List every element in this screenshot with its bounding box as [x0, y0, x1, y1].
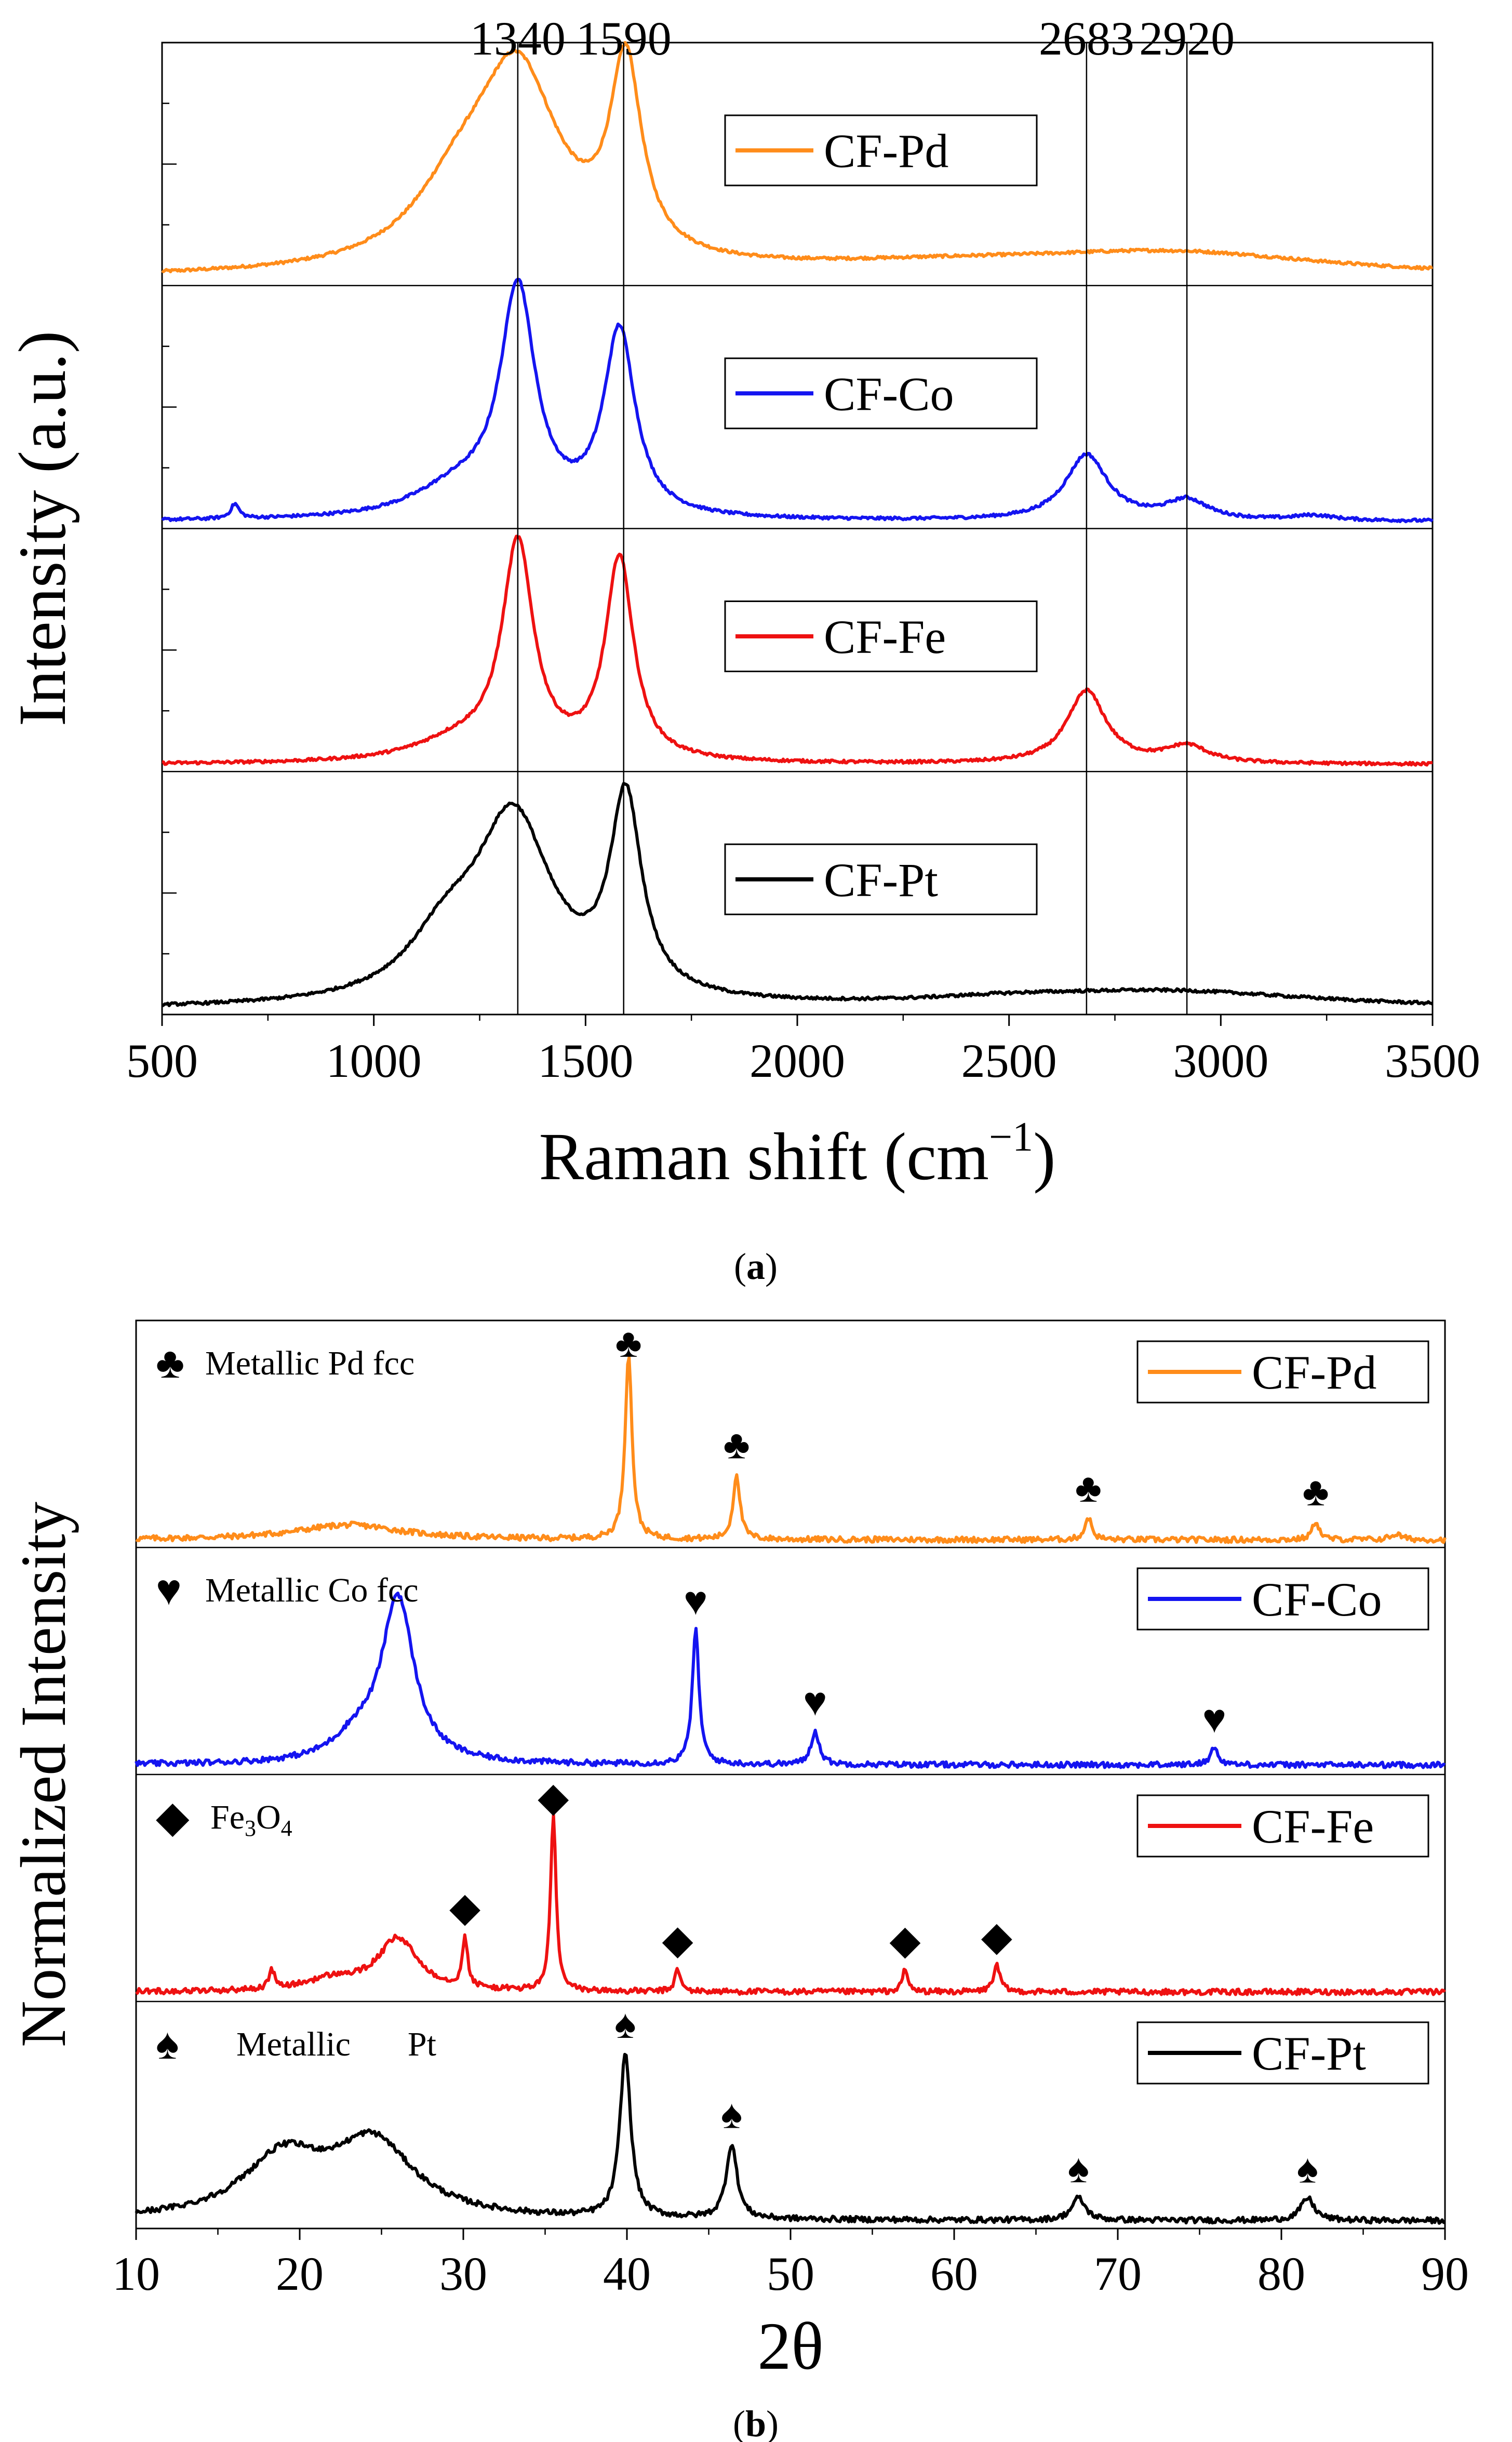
legend-label: CF-Fe [1252, 1800, 1374, 1853]
legend-label: CF-Co [1252, 1573, 1382, 1626]
x-tick-label: 60 [930, 2247, 978, 2300]
legend-label: CF-Pt [1252, 2027, 1366, 2080]
peak-marker: ♥ [684, 1578, 707, 1623]
legend-label: CF-Co [824, 367, 954, 420]
x-tick-label: 1000 [326, 1034, 422, 1087]
legend-cf-fe: CF-Fe [724, 601, 1038, 672]
x-tick-label: 3000 [1173, 1034, 1268, 1087]
x-tick-label: 40 [603, 2247, 651, 2300]
panel-label-b: (b) [733, 2403, 779, 2442]
annotation-marker: ♥ [156, 1566, 182, 1614]
annotation-marker: ♠ [156, 2020, 179, 2069]
legend-cf-co: CF-Co [1136, 1567, 1429, 1631]
trace-cf-pd [161, 41, 1434, 274]
peak-marker: ♣ [1303, 1469, 1329, 1514]
legend-cf-co: CF-Co [724, 357, 1038, 430]
peak-marker: ◆ [538, 1774, 569, 1820]
peak-marker: ◆ [890, 1917, 921, 1963]
annotation-marker: ◆ [156, 1793, 190, 1841]
reference-label: 1590 [576, 12, 672, 65]
trace-cf-co [161, 277, 1434, 524]
panel-a-raman: CF-Pd CF-Co CF-Fe CF-Pt 500 1000 1500 2000 2500 3… [5, 12, 1480, 1287]
peak-marker: ♣ [1075, 1465, 1102, 1511]
trace-cf-co [135, 1591, 1446, 1769]
peak-marker: ◆ [449, 1885, 480, 1930]
x-tick-label: 500 [126, 1034, 198, 1087]
x-axis-title: 2θ [757, 2309, 823, 2384]
x-tick-label: 3500 [1385, 1034, 1480, 1087]
legend-label: CF-Pd [1252, 1346, 1376, 1399]
peak-marker: ♣ [723, 1422, 750, 1467]
peak-marker: ♠ [614, 2001, 636, 2047]
reference-label: 2683 [1039, 12, 1134, 65]
peak-marker: ◆ [662, 1917, 693, 1962]
reference-label: 1340 [470, 12, 566, 65]
legend-cf-pd: CF-Pd [1136, 1340, 1429, 1404]
legend-label: CF-Pt [824, 853, 938, 906]
trace-cf-pd [135, 1356, 1447, 1544]
x-tick-label: 80 [1257, 2247, 1305, 2300]
trace-cf-pt [135, 2052, 1446, 2225]
trace-cf-pt [161, 782, 1434, 1008]
peak-marker: ♠ [1297, 2146, 1318, 2191]
annotation-text: Metallic Pt [236, 2025, 436, 2063]
peak-marker: ♠ [721, 2092, 742, 2137]
peak-marker: ♥ [803, 1679, 827, 1724]
legend-cf-pt: CF-Pt [724, 843, 1038, 915]
trace-cf-fe [135, 1813, 1446, 1996]
x-tick-label: 20 [276, 2247, 324, 2300]
trace-cf-fe [162, 535, 1433, 767]
x-tick-label: 2500 [961, 1034, 1057, 1087]
peak-marker: ♥ [1202, 1696, 1226, 1741]
peak-marker: ♣ [615, 1320, 642, 1366]
y-axis-title: Intensity (a.u.) [5, 331, 80, 727]
x-tick-label: 1500 [538, 1034, 633, 1087]
annotation-marker: ♣ [156, 1339, 184, 1387]
legend-cf-fe: CF-Fe [1136, 1794, 1429, 1858]
x-tick-label: 30 [439, 2247, 487, 2300]
x-tick-label: 2000 [750, 1034, 845, 1087]
legend-box [724, 601, 1038, 672]
annotation-text: Metallic Co fcc [205, 1571, 419, 1609]
legend-label: CF-Fe [824, 610, 946, 663]
reference-label: 2920 [1139, 12, 1235, 65]
panel-label-a: (a) [734, 1246, 778, 1287]
legend-label: CF-Pd [824, 125, 948, 178]
x-tick-label: 10 [112, 2247, 160, 2300]
panel-b-xrd: CF-Pd CF-Co CF-Fe CF-Pt 10 20 30 40 50 60 70 80 90 ♣ M… [8, 1319, 1469, 2442]
y-axis-title: Normalized Intensity [8, 1502, 79, 2047]
peak-marker: ◆ [981, 1914, 1012, 1959]
x-tick-label: 70 [1094, 2247, 1142, 2300]
peak-marker: ♠ [1068, 2146, 1089, 2191]
x-tick-label: 50 [767, 2247, 814, 2300]
annotation-text: Metallic Pd fcc [205, 1344, 414, 1382]
legend-cf-pt: CF-Pt [1136, 2021, 1429, 2085]
x-tick-label: 90 [1421, 2247, 1469, 2300]
x-axis-title: Raman shift (cm−1) [539, 1114, 1056, 1194]
annotation-text: Fe3O4 [210, 1798, 292, 1841]
legend-cf-pd: CF-Pd [724, 114, 1038, 186]
